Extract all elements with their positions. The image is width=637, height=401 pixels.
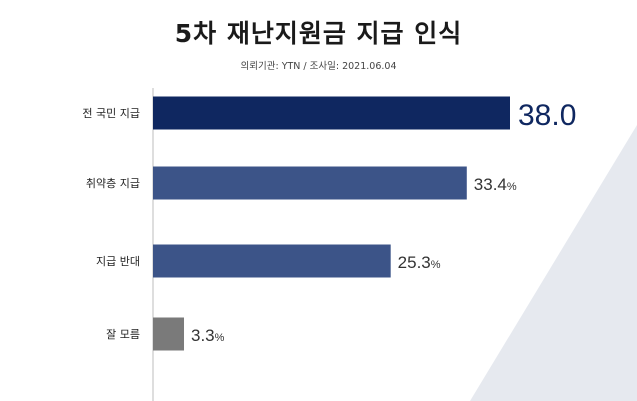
value-label: 33.4% — [474, 175, 517, 194]
unit-label: % — [215, 332, 225, 344]
chart-subtitle: 의뢰기관: YTN / 조사일: 2021.06.04 — [240, 61, 397, 72]
value-label: 3.3% — [191, 326, 225, 345]
bar — [153, 96, 510, 130]
bar — [153, 244, 391, 278]
value-label: 25.3% — [398, 253, 441, 272]
bar — [153, 166, 467, 200]
category-label: 취약층 지급 — [86, 176, 140, 190]
unit-label: % — [431, 259, 441, 271]
category-label: 지급 반대 — [96, 255, 140, 268]
chart-title: 5차 재난지원금 지급 인식 — [174, 19, 463, 48]
category-label: 전 국민 지급 — [82, 107, 140, 120]
value-label: 38.0 — [518, 99, 576, 132]
category-label: 잘 모름 — [106, 328, 140, 341]
bar — [153, 317, 185, 351]
background-triangle — [470, 125, 637, 401]
unit-label: % — [507, 181, 517, 193]
